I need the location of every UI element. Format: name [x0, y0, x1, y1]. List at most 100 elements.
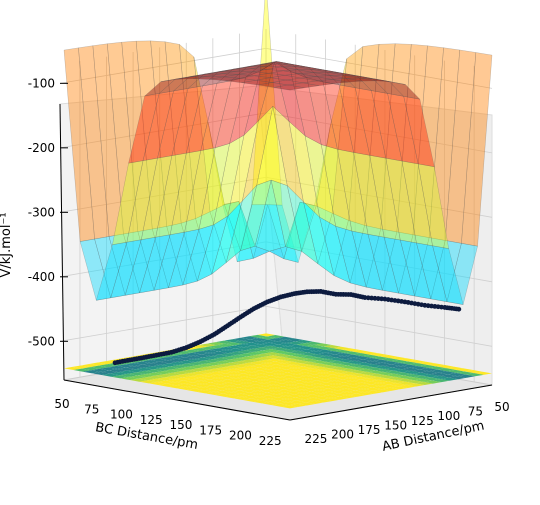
surface-cell: [158, 76, 191, 94]
surface-cell: [254, 73, 285, 78]
contour-cell: [143, 366, 162, 370]
surface-cell: [432, 245, 464, 305]
contour-cell: [197, 366, 216, 371]
contour-cell: [354, 359, 373, 363]
contour-cell: [165, 379, 184, 383]
surface-cell: [214, 76, 247, 149]
contour-cell: [220, 356, 239, 360]
contour-cell: [405, 380, 424, 384]
contour-cell: [240, 362, 259, 366]
contour-cell: [322, 368, 340, 372]
contour-cell: [388, 380, 406, 384]
contour-cell: [286, 394, 304, 398]
surface-cell: [345, 77, 377, 82]
contour-cell: [337, 388, 356, 392]
contour-cell: [249, 390, 268, 395]
contour-cell: [422, 377, 441, 381]
surface-cell: [191, 73, 223, 78]
surface-cell: [225, 185, 257, 264]
contour-cell: [242, 398, 261, 402]
contour-cell: [190, 374, 209, 378]
contour-cell: [413, 375, 432, 379]
contour-cell: [177, 386, 195, 391]
contour-cell: [382, 361, 400, 365]
contour-cell: [331, 370, 350, 374]
contour-cell: [182, 349, 201, 353]
surface-cell: [310, 67, 341, 74]
surface-cell: [182, 224, 214, 286]
contour-cell: [92, 371, 111, 376]
contour-cell: [294, 366, 313, 370]
contour-cell: [267, 335, 285, 339]
contour-cell: [278, 369, 296, 373]
contour-cell: [233, 370, 252, 374]
contour-cell: [235, 347, 254, 351]
contour-cell: [296, 399, 315, 403]
contour-cell: [248, 361, 267, 365]
surface-cell: [172, 73, 205, 92]
contour-cell: [256, 356, 274, 360]
contour-cell: [288, 374, 307, 378]
contour-cell: [268, 394, 286, 398]
contour-cell: [326, 354, 345, 358]
contour-cell: [332, 373, 351, 377]
contour-cell: [348, 367, 367, 371]
contour-cell: [241, 365, 260, 370]
contour-cell: [219, 353, 238, 357]
surface-cell: [239, 75, 271, 81]
surface-cell: [337, 148, 369, 235]
contour-cell: [338, 391, 357, 396]
surface-cell: [157, 88, 189, 159]
contour-cell: [298, 349, 317, 353]
contour-cell: [303, 394, 322, 398]
surface-cell: [108, 233, 140, 296]
contour-cell: [73, 368, 92, 372]
surface-cell: [360, 77, 392, 83]
surface-cell: [107, 41, 139, 235]
contour-cell: [189, 371, 208, 375]
surface-cell: [274, 61, 306, 137]
contour-cell: [411, 369, 430, 373]
surface-cell: [221, 70, 253, 75]
contour-cell: [244, 348, 263, 352]
contour-cell: [396, 378, 415, 382]
contour-cell: [263, 378, 281, 382]
contour-cell: [290, 354, 309, 358]
z-tick-label: -100: [28, 76, 55, 90]
contour-cell: [372, 359, 391, 363]
contour-cell: [352, 353, 371, 357]
contour-cell: [318, 355, 336, 360]
contour-cell: [313, 369, 332, 373]
contour-cell: [350, 373, 369, 377]
contour-cell: [225, 371, 244, 376]
surface-cell: [313, 72, 345, 76]
z-tick-label: -200: [28, 141, 55, 155]
contour-cell: [209, 377, 228, 382]
contour-cell: [217, 346, 236, 351]
contour-cell: [217, 373, 235, 377]
contour-cell: [380, 355, 398, 359]
contour-cell: [159, 360, 178, 364]
x-tick-label: 50: [54, 397, 69, 411]
contour-cell: [464, 370, 483, 374]
contour-cell: [191, 377, 210, 381]
surface-cell: [250, 65, 282, 70]
surface-cell: [225, 78, 257, 83]
contour-cell: [326, 380, 344, 385]
contour-cell: [417, 361, 436, 365]
contour-cell: [274, 386, 293, 390]
surface-cell: [317, 79, 348, 85]
surface-cell: [175, 74, 206, 80]
contour-cell: [198, 370, 217, 374]
contour-cell: [216, 343, 235, 347]
contour-cell: [211, 384, 230, 388]
surface-cell: [372, 78, 405, 97]
contour-cell: [269, 370, 288, 375]
contour-cell: [120, 376, 139, 381]
surface-cell: [294, 64, 325, 71]
surface-cell: [245, 61, 277, 78]
contour-cell: [343, 351, 362, 355]
contour-cell: [80, 364, 99, 368]
contour-cell: [179, 366, 198, 370]
surface-cell: [207, 73, 239, 78]
